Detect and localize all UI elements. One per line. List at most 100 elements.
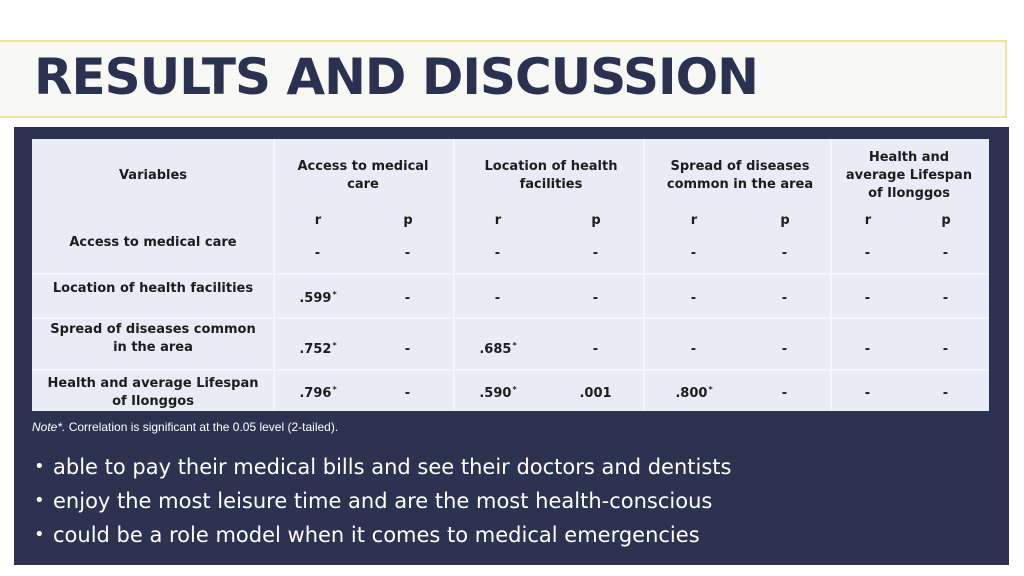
header-line: Health and [868, 150, 950, 165]
table-column-divider [643, 139, 645, 411]
cell-value: - [942, 291, 949, 306]
table-cell: - [691, 241, 697, 263]
cell-value: - [690, 342, 697, 357]
table-cell: - [315, 241, 321, 263]
cell-value: - [494, 246, 501, 261]
table-header-health-and-lifespan: Health and average Lifespan of Ilonggos [846, 149, 972, 203]
bullet-icon: • [34, 456, 45, 477]
cell-value: - [864, 342, 871, 357]
table-cell: - [943, 337, 949, 359]
cell-value: - [781, 246, 788, 261]
cell-value: - [404, 342, 411, 357]
row-label-spread-of-diseases: Spread of diseases common in the area [50, 321, 255, 357]
table-cell: - [865, 241, 871, 263]
row-label-health-and-lifespan: Health and average Lifespan of Ilonggos [48, 375, 259, 411]
subheader-r: r [494, 213, 502, 228]
table-cell: .001 [579, 381, 612, 403]
cell-value: .752 [299, 342, 332, 357]
subheader-r: r [314, 213, 322, 228]
row-label-line: Health and average Lifespan [47, 376, 259, 391]
table-row-divider [32, 273, 989, 275]
header-line: average Lifespan [845, 168, 973, 183]
header-line: common in the area [666, 177, 814, 192]
table-cell: - [782, 337, 788, 359]
table-header-location-of-health-facilities: Location of health facilities [485, 158, 618, 194]
cell-value: - [781, 291, 788, 306]
table-cell: - [593, 286, 599, 308]
row-label-access-to-medical-care: Access to medical care [69, 234, 236, 252]
subheader-p: p [941, 213, 951, 228]
cell-value: - [864, 386, 871, 401]
significance-mark: * [332, 290, 337, 299]
table-header-variables: Variables [118, 168, 188, 183]
table-cell: - [782, 381, 788, 403]
row-label-line: Spread of diseases common [50, 322, 256, 337]
note-text: Correlation is significant at the 0.05 l… [65, 420, 339, 434]
table-header-spread-of-diseases: Spread of diseases common in the area [667, 158, 813, 194]
slide-title: RESULTS AND DISCUSSION [34, 48, 759, 106]
table-cell: .590* [479, 381, 516, 403]
subheader-r: r [864, 213, 872, 228]
correlation-table [32, 139, 989, 411]
table-cell: - [405, 241, 411, 263]
significance-mark: * [512, 385, 517, 394]
cell-value: - [592, 342, 599, 357]
bullet-icon: • [34, 524, 45, 545]
table-column-divider [830, 139, 832, 411]
row-label-line: in the area [113, 340, 193, 355]
cell-value: .590 [479, 386, 512, 401]
cell-value: - [781, 342, 788, 357]
cell-value: - [690, 291, 697, 306]
table-column-divider [273, 139, 275, 411]
bullet-item: • able to pay their medical bills and see… [34, 450, 731, 484]
table-cell: - [782, 241, 788, 263]
note-prefix: Note*. [32, 420, 66, 434]
subheader-r: r [690, 213, 698, 228]
significance-mark: * [332, 385, 337, 394]
table-cell: - [495, 241, 501, 263]
table-cell: - [782, 286, 788, 308]
row-label-line: of Ilonggos [112, 394, 194, 409]
table-cell: - [943, 241, 949, 263]
cell-value: - [404, 291, 411, 306]
table-cell: - [691, 286, 697, 308]
bullet-item: • could be a role model when it comes to … [34, 518, 731, 552]
bullet-text: enjoy the most leisure time and are the … [53, 489, 713, 513]
cell-value: - [864, 246, 871, 261]
bullet-text: could be a role model when it comes to m… [53, 523, 700, 547]
cell-value: - [592, 246, 599, 261]
cell-value: .796 [299, 386, 332, 401]
table-column-divider [453, 139, 455, 411]
table-cell: .685* [479, 337, 516, 359]
cell-value: - [690, 246, 697, 261]
cell-value: .599 [299, 291, 332, 306]
cell-value: - [864, 291, 871, 306]
table-note: Note*. Correlation is significant at the… [32, 420, 338, 434]
table-row-divider [32, 369, 989, 371]
header-line: care [347, 177, 379, 192]
subheader-p: p [591, 213, 601, 228]
table-row-divider [32, 317, 989, 319]
cell-value: - [314, 246, 321, 261]
subheader-p: p [403, 213, 413, 228]
bullet-text: able to pay their medical bills and see … [53, 455, 732, 479]
cell-value: - [404, 386, 411, 401]
cell-value: - [942, 246, 949, 261]
table-cell: .800* [675, 381, 712, 403]
subheader-p: p [780, 213, 790, 228]
cell-value: - [404, 246, 411, 261]
cell-value: - [942, 342, 949, 357]
table-cell: .599* [299, 286, 336, 308]
title-band [0, 40, 1007, 118]
table-cell: - [405, 286, 411, 308]
bullet-icon: • [34, 490, 45, 511]
significance-mark: * [332, 341, 337, 350]
header-line: Spread of diseases [670, 159, 810, 174]
table-cell: - [865, 381, 871, 403]
cell-value: .685 [479, 342, 512, 357]
table-cell: - [691, 337, 697, 359]
header-line: of Ilonggos [868, 186, 950, 201]
cell-value: - [494, 291, 501, 306]
table-cell: - [865, 286, 871, 308]
significance-mark: * [708, 385, 713, 394]
